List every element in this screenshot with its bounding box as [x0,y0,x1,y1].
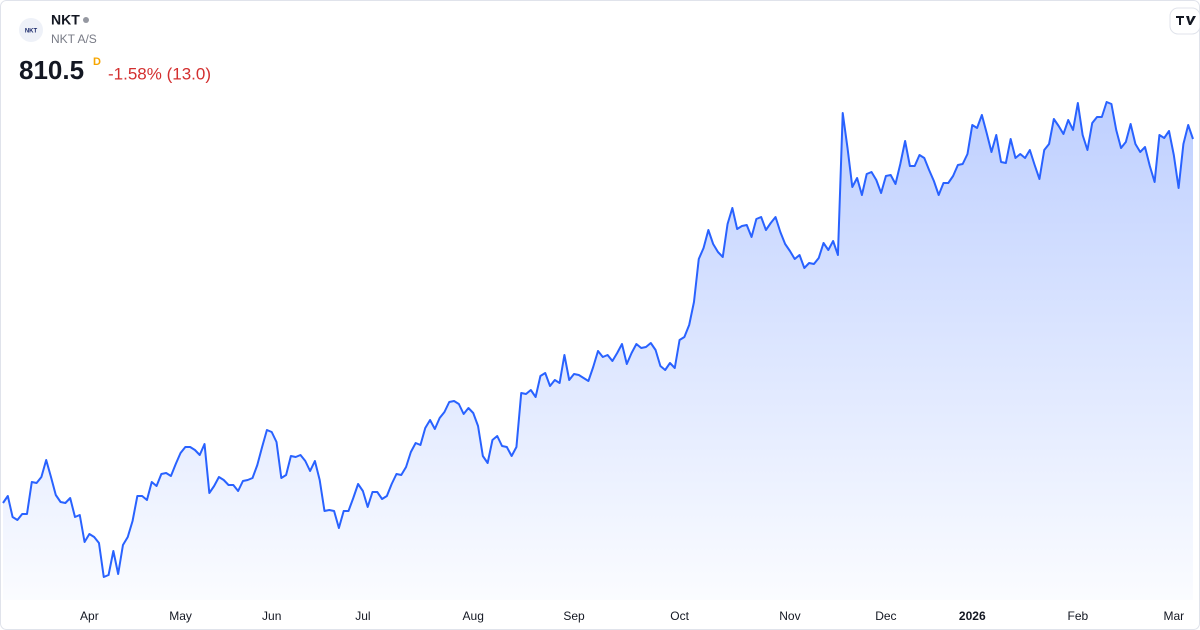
x-tick-label: Nov [779,609,800,623]
price-line [2,101,1194,578]
last-price: 810.5 [19,55,84,85]
x-tick-label: 2026 [959,609,986,623]
x-tick-label: Apr [80,609,99,623]
price-change: -1.58% (13.0) [108,64,211,83]
status-dot [83,17,89,23]
x-tick-label: Oct [670,609,689,623]
logo-text: NKT [25,29,38,35]
x-tick-label: Mar [1163,609,1184,623]
x-tick-label: May [169,609,192,623]
x-tick-label: Feb [1067,609,1088,623]
logo [19,18,43,42]
x-tick-label: Sep [563,609,585,623]
x-tick-label: Jul [355,609,370,623]
interval: D [93,56,101,68]
company-name: NKT A/S [51,32,97,46]
x-tick-label: Dec [875,609,896,623]
x-tick-label: Aug [463,609,484,623]
x-tick-label: Jun [262,609,281,623]
plot-area: Apr May Jun Jul Aug Sep Oct Nov Dec 2026 Feb Mar [2,101,1194,623]
symbol: NKT [51,12,80,28]
brand-logo [1169,7,1200,35]
